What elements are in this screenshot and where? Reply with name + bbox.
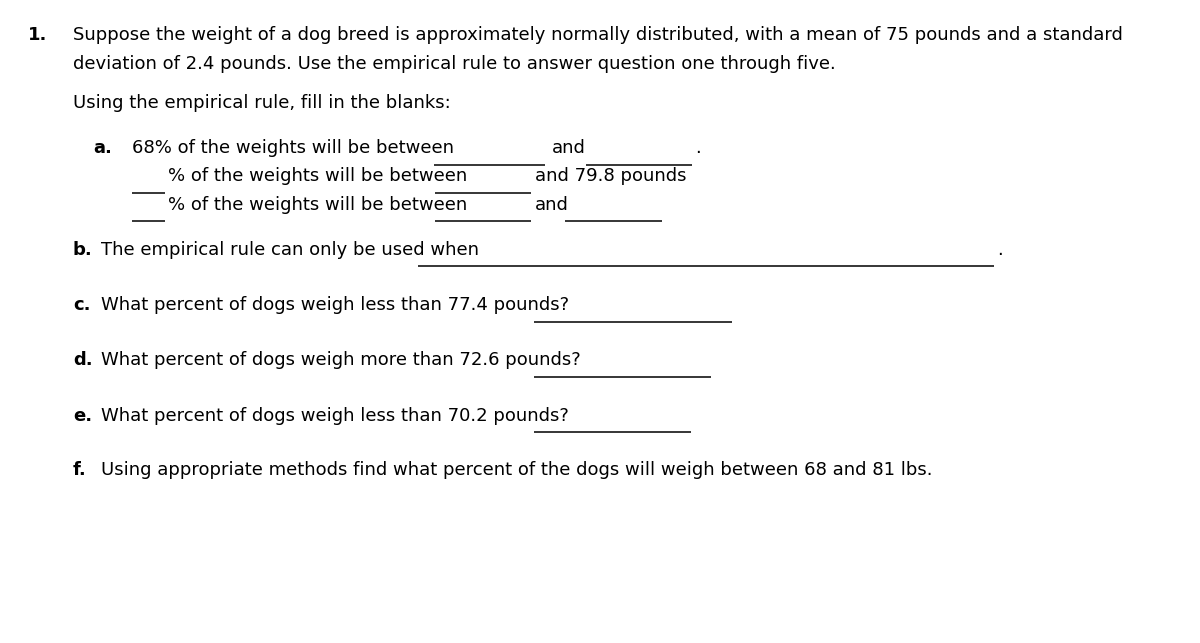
Text: Using the empirical rule, fill in the blanks:: Using the empirical rule, fill in the bl…	[73, 94, 451, 112]
Text: f.: f.	[73, 460, 86, 478]
Text: c.: c.	[73, 296, 90, 314]
Text: .: .	[695, 139, 701, 157]
Text: e.: e.	[73, 406, 92, 424]
Text: What percent of dogs weigh more than 72.6 pounds?: What percent of dogs weigh more than 72.…	[101, 351, 581, 369]
Text: deviation of 2.4 pounds. Use the empirical rule to answer question one through f: deviation of 2.4 pounds. Use the empiric…	[73, 55, 835, 73]
Text: 68% of the weights will be between: 68% of the weights will be between	[132, 139, 454, 157]
Text: % of the weights will be between: % of the weights will be between	[168, 195, 468, 213]
Text: Using appropriate methods find what percent of the dogs will weigh between 68 an: Using appropriate methods find what perc…	[101, 460, 932, 478]
Text: and 79.8 pounds: and 79.8 pounds	[535, 167, 686, 185]
Text: What percent of dogs weigh less than 77.4 pounds?: What percent of dogs weigh less than 77.…	[101, 296, 570, 314]
Text: and: and	[552, 139, 586, 157]
Text: b.: b.	[73, 240, 92, 258]
Text: Suppose the weight of a dog breed is approximately normally distributed, with a : Suppose the weight of a dog breed is app…	[73, 26, 1123, 44]
Text: 1.: 1.	[29, 26, 48, 44]
Text: d.: d.	[73, 351, 92, 369]
Text: The empirical rule can only be used when: The empirical rule can only be used when	[101, 240, 479, 258]
Text: and: and	[535, 195, 569, 213]
Text: a.: a.	[94, 139, 112, 157]
Text: .: .	[997, 240, 1003, 258]
Text: What percent of dogs weigh less than 70.2 pounds?: What percent of dogs weigh less than 70.…	[101, 406, 569, 424]
Text: % of the weights will be between: % of the weights will be between	[168, 167, 468, 185]
